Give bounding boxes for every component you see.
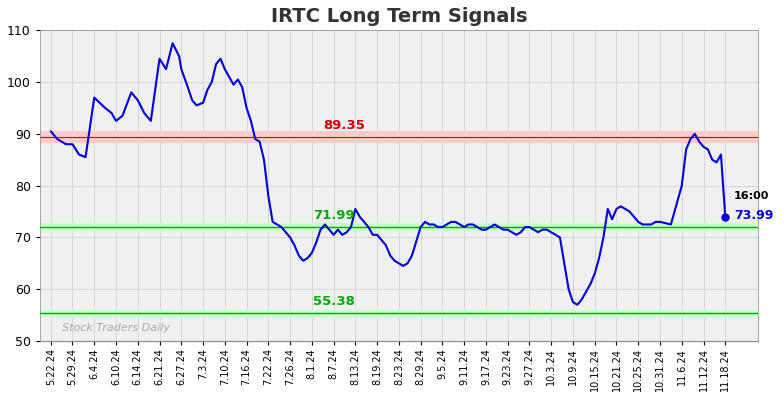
Title: IRTC Long Term Signals: IRTC Long Term Signals xyxy=(270,7,527,26)
Bar xyxy=(40,310,758,317)
Text: 71.99: 71.99 xyxy=(313,209,354,222)
Bar xyxy=(40,224,758,231)
Text: 89.35: 89.35 xyxy=(324,119,365,133)
Text: 73.99: 73.99 xyxy=(734,209,773,222)
Text: 16:00: 16:00 xyxy=(734,191,769,201)
Text: 55.38: 55.38 xyxy=(313,295,354,308)
Text: Stock Traders Daily: Stock Traders Daily xyxy=(62,323,169,333)
Bar xyxy=(40,131,758,143)
